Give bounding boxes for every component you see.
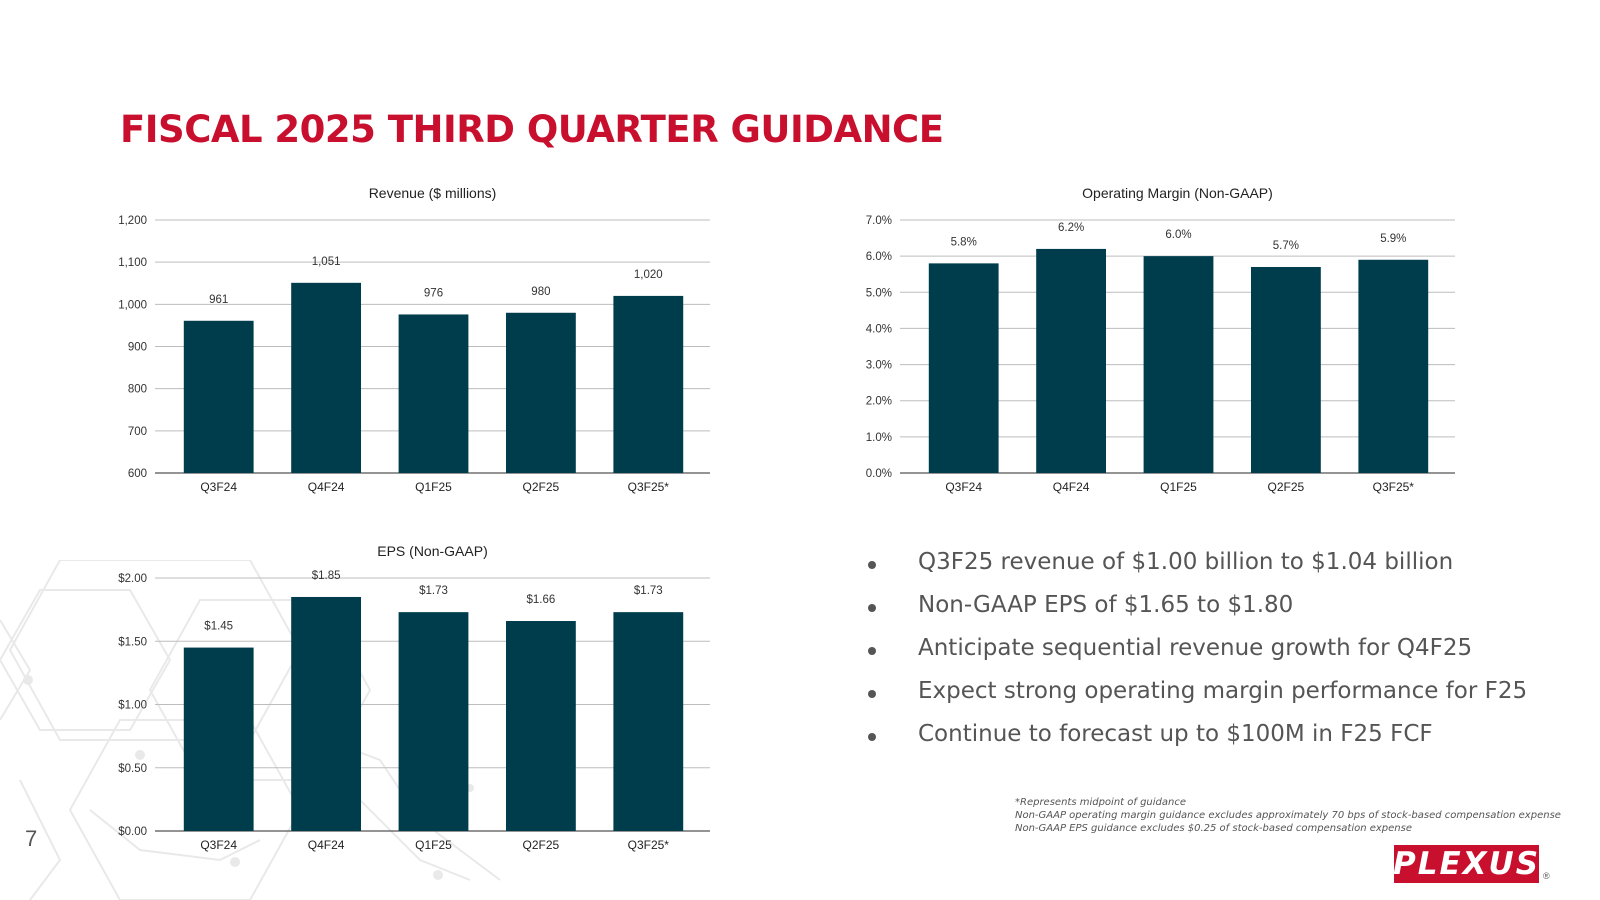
y-tick-label: 1.0% (866, 432, 892, 444)
eps-chart: EPS (Non-GAAP) $0.00 $0.50 $1.00 $1.50 $2.00 $… (118, 543, 710, 852)
x-tick-label: Q2F25 (523, 480, 560, 494)
x-tick-label: Q3F24 (200, 838, 237, 852)
y-tick-label: 1,000 (118, 299, 147, 311)
bar-Q1F25 (398, 612, 469, 831)
bullet-text: Continue to forecast up to $100M in F25 … (918, 721, 1433, 747)
bar-Q3F25* (1358, 259, 1429, 473)
data-label: 6.0% (1165, 229, 1191, 241)
bullet-item: Continue to forecast up to $100M in F25 … (868, 714, 1527, 757)
bar-Q2F25 (505, 621, 576, 831)
bullet-text: Q3F25 revenue of $1.00 billion to $1.04 … (918, 549, 1454, 575)
data-label: $1.73 (419, 585, 448, 597)
operating-margin-chart: Operating Margin (Non-GAAP) 0.0% 1.0% 2.0% 3… (866, 185, 1455, 494)
data-label: $1.66 (527, 594, 556, 606)
x-tick-label: Q1F25 (415, 480, 452, 494)
x-tick-label: Q4F24 (308, 838, 345, 852)
data-label: $1.73 (634, 585, 663, 597)
bar-Q4F24 (1036, 248, 1107, 473)
bullet-item: Expect strong operating margin performan… (868, 671, 1527, 714)
data-label: 6.2% (1058, 222, 1084, 234)
bullet-item: Anticipate sequential revenue growth for… (868, 628, 1527, 671)
bullet-dot-icon (868, 690, 876, 698)
bar-Q1F25 (1143, 256, 1214, 473)
y-tick-label: 5.0% (866, 287, 892, 299)
x-tick-label: Q4F24 (308, 480, 345, 494)
y-tick-label: 6.0% (866, 251, 892, 263)
footnote-line: *Represents midpoint of guidance (1015, 797, 1187, 808)
bar-Q3F25* (613, 612, 684, 831)
bar-Q3F25* (613, 295, 684, 473)
x-tick-label: Q1F25 (415, 838, 452, 852)
data-label: 5.7% (1273, 240, 1299, 252)
bar-Q3F24 (928, 263, 999, 473)
y-tick-label: $1.50 (118, 636, 147, 648)
y-tick-label: 4.0% (866, 323, 892, 335)
bullet-dot-icon (868, 604, 876, 612)
y-tick-label: $0.50 (118, 763, 147, 775)
y-tick-label: 1,100 (118, 257, 147, 269)
bullet-dot-icon (868, 733, 876, 741)
x-tick-label: Q3F24 (200, 480, 237, 494)
y-tick-label: 7.0% (866, 215, 892, 227)
x-tick-label: Q1F25 (1160, 480, 1197, 494)
chart-title: Operating Margin (Non-GAAP) (1082, 185, 1273, 201)
y-tick-label: 700 (128, 426, 147, 438)
chart-title: Revenue ($ millions) (369, 185, 497, 201)
x-tick-label: Q3F24 (945, 480, 982, 494)
x-tick-label: Q4F24 (1053, 480, 1090, 494)
data-label: 980 (531, 286, 550, 298)
logo-text: PLEXUS (1392, 846, 1541, 882)
bullet-text: Anticipate sequential revenue growth for… (918, 635, 1473, 661)
y-tick-label: $2.00 (118, 573, 147, 585)
footnote-line: Non-GAAP EPS guidance excludes $0.25 of … (1015, 823, 1413, 834)
bullet-dot-icon (868, 561, 876, 569)
y-tick-label: $1.00 (118, 700, 147, 712)
y-tick-label: 2.0% (866, 396, 892, 408)
y-tick-label: $0.00 (118, 826, 147, 838)
x-tick-label: Q2F25 (1268, 480, 1305, 494)
bar-Q4F24 (291, 282, 362, 473)
x-tick-label: Q3F25* (1373, 480, 1415, 494)
guidance-bullet-list: Q3F25 revenue of $1.00 billion to $1.04 … (868, 542, 1527, 757)
data-label: 976 (424, 287, 443, 299)
y-tick-label: 900 (128, 342, 147, 354)
data-label: $1.85 (312, 570, 341, 582)
chart-title: EPS (Non-GAAP) (377, 543, 487, 559)
data-label: $1.45 (204, 621, 233, 633)
bar-Q3F24 (183, 320, 254, 473)
bullet-text: Expect strong operating margin performan… (918, 678, 1528, 704)
bullet-dot-icon (868, 647, 876, 655)
y-tick-label: 3.0% (866, 360, 892, 372)
y-tick-label: 600 (128, 468, 147, 480)
revenue-chart: Revenue ($ millions) 600 700 800 900 1,000 1,1… (118, 185, 710, 494)
y-tick-label: 0.0% (866, 468, 892, 480)
y-tick-label: 800 (128, 384, 147, 396)
slide-title: FISCAL 2025 THIRD QUARTER GUIDANCE (120, 108, 944, 151)
footnote-line: Non-GAAP operating margin guidance exclu… (1015, 810, 1561, 821)
data-label: 5.8% (951, 236, 977, 248)
bar-Q4F24 (291, 596, 362, 831)
bar-Q2F25 (505, 312, 576, 473)
plexus-logo: PLEXUS ® (1392, 845, 1554, 885)
page-number: 7 (25, 826, 38, 851)
x-tick-label: Q3F25* (628, 838, 670, 852)
bullet-item: Non-GAAP EPS of $1.65 to $1.80 (868, 585, 1527, 628)
bullet-text: Non-GAAP EPS of $1.65 to $1.80 (918, 592, 1294, 618)
footnotes: *Represents midpoint of guidance Non-GAA… (1015, 796, 1561, 835)
x-tick-label: Q3F25* (628, 480, 670, 494)
data-label: 1,020 (634, 269, 663, 281)
bar-Q3F24 (183, 647, 254, 831)
bar-Q2F25 (1250, 266, 1321, 473)
registered-mark: ® (1543, 871, 1550, 881)
bar-Q1F25 (398, 314, 469, 473)
bullet-item: Q3F25 revenue of $1.00 billion to $1.04 … (868, 542, 1527, 585)
x-tick-label: Q2F25 (523, 838, 560, 852)
logo-box: PLEXUS (1392, 845, 1541, 883)
data-label: 5.9% (1380, 233, 1406, 245)
data-label: 961 (209, 294, 228, 306)
data-label: 1,051 (312, 256, 341, 268)
y-tick-label: 1,200 (118, 215, 147, 227)
circuit-nodes (23, 675, 474, 880)
